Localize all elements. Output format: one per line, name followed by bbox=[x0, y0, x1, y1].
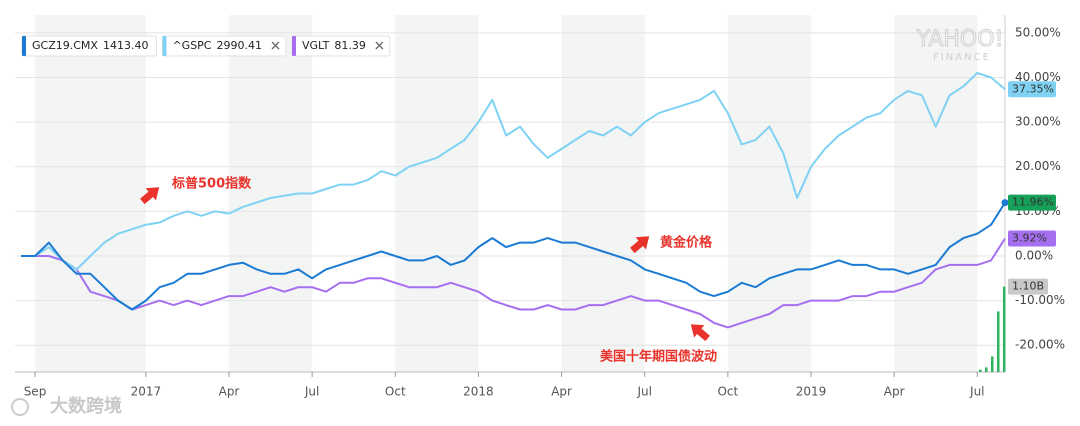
volume-bar bbox=[979, 369, 982, 372]
volume-bar bbox=[991, 356, 994, 372]
end-label: 11.96% bbox=[1012, 196, 1054, 209]
x-tick-label: Jul bbox=[636, 385, 651, 399]
legend-price: 2990.41 bbox=[217, 39, 263, 52]
y-tick-label: -10.00% bbox=[1015, 293, 1065, 307]
volume-label: 1.10B bbox=[1012, 280, 1044, 293]
arrow bbox=[140, 187, 160, 205]
x-tick-label: Oct bbox=[385, 385, 406, 399]
end-label: 37.35% bbox=[1012, 82, 1054, 95]
background bbox=[35, 15, 978, 372]
end-labels: 11.96% 37.35% 3.92% 1.10B bbox=[1008, 81, 1056, 295]
series-line bbox=[21, 72, 1006, 271]
x-tick-label: Apr bbox=[884, 385, 905, 399]
volume-bar bbox=[1003, 286, 1006, 372]
legend-chip[interactable]: GCZ19.CMX 1413.40 bbox=[21, 35, 157, 57]
annotation: 标普500指数 bbox=[171, 176, 252, 192]
volume-bar bbox=[985, 367, 988, 372]
grid: Sep 2017 Apr Jul Oct 2018 Apr Jul Oct 2019 Apr Jul -… bbox=[15, 15, 1065, 399]
watermark-sub: FINANCE bbox=[933, 52, 991, 63]
band bbox=[894, 15, 978, 372]
arrow bbox=[630, 236, 650, 254]
annotation: 美国十年期国债波动 bbox=[600, 349, 717, 365]
series-line bbox=[21, 202, 1006, 311]
legend-price: 1413.40 bbox=[103, 39, 149, 52]
arrow bbox=[690, 324, 710, 342]
legend: GCZ19.CMX 1413.40 ^GSPC 2990.41 VGLT 81.39 bbox=[21, 35, 391, 57]
x-tick-label: Jul bbox=[969, 385, 984, 399]
volume-bar bbox=[997, 311, 1000, 372]
volume-label-box bbox=[1008, 278, 1048, 295]
legend-name: VGLT bbox=[302, 39, 330, 52]
legend-chip[interactable]: VGLT 81.39 bbox=[291, 35, 391, 57]
end-label: 3.92% bbox=[1012, 231, 1047, 244]
close-button[interactable] bbox=[271, 41, 280, 50]
y-tick-label: 0.00% bbox=[1015, 248, 1053, 262]
x-tick-label: Apr bbox=[551, 385, 572, 399]
band bbox=[727, 15, 811, 372]
x-tick-label: Apr bbox=[219, 385, 240, 399]
chip-swatch bbox=[22, 36, 26, 56]
x-tick-label: 2017 bbox=[131, 385, 162, 399]
end-dot bbox=[1001, 199, 1009, 207]
y-tick-label: 30.00% bbox=[1015, 115, 1061, 129]
x-tick-label: Sep bbox=[24, 385, 47, 399]
watermark-icon bbox=[11, 398, 29, 416]
chip-swatch bbox=[292, 36, 296, 56]
chip-swatch bbox=[162, 36, 167, 56]
y-tick-label: 40.00% bbox=[1015, 70, 1061, 84]
end-label-box bbox=[1008, 194, 1056, 211]
legend-chip[interactable]: ^GSPC 2990.41 bbox=[161, 35, 287, 57]
plot bbox=[21, 72, 1009, 372]
end-label-box bbox=[1008, 81, 1056, 98]
band bbox=[35, 15, 146, 372]
watermark: YAHOO! FINANCE 大数跨境 bbox=[11, 27, 1004, 417]
watermark-brand: 大数跨境 bbox=[50, 395, 122, 417]
x-tick-label: Oct bbox=[717, 385, 738, 399]
y-tick-label: -20.00% bbox=[1015, 338, 1065, 352]
y-tick-label: 20.00% bbox=[1015, 159, 1061, 173]
x-tick-label: Jul bbox=[304, 385, 319, 399]
watermark-logo: YAHOO! bbox=[916, 27, 1004, 52]
annotations: 标普500指数 黄金价格 美国十年期国债波动 bbox=[140, 176, 717, 365]
series-line bbox=[21, 237, 1006, 329]
band bbox=[561, 15, 645, 372]
legend-price: 81.39 bbox=[334, 39, 366, 52]
band bbox=[395, 15, 479, 372]
x-tick-label: 2018 bbox=[463, 385, 494, 399]
x-tick-label: 2019 bbox=[796, 385, 827, 399]
end-label-box bbox=[1008, 230, 1056, 247]
annotation: 黄金价格 bbox=[660, 235, 713, 251]
legend-name: ^GSPC bbox=[172, 39, 211, 52]
y-tick-label: 50.00% bbox=[1015, 25, 1061, 39]
legend-name: GCZ19.CMX bbox=[32, 39, 98, 52]
close-button[interactable] bbox=[375, 41, 384, 50]
